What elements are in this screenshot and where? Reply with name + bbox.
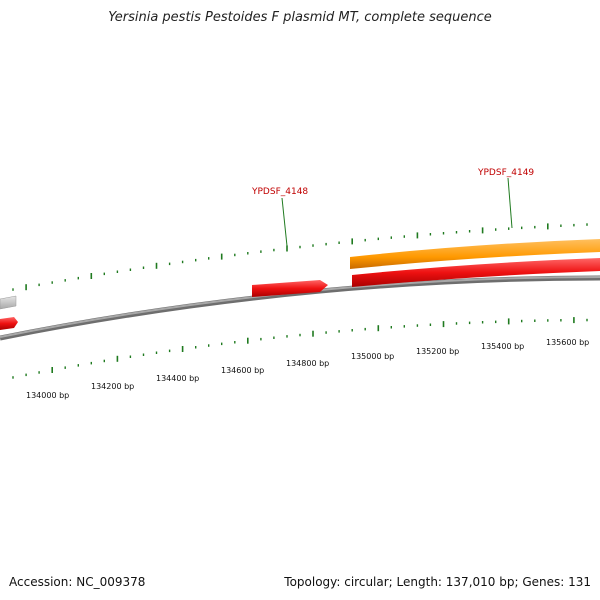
gene-partial-red [0, 317, 18, 330]
accession-text: Accession: NC_009378 [9, 575, 146, 589]
map-title: Yersinia pestis Pestoides F plasmid MT, … [108, 10, 492, 25]
gene-red-right [352, 258, 600, 287]
outer-tick-arc [12, 223, 588, 291]
bp-label-135400: 135400 bp [481, 342, 524, 351]
gene-label-ypdsf-4148[interactable]: YPDSF_4148 [251, 187, 308, 197]
bp-label-134400: 134400 bp [156, 374, 199, 383]
gene-label-ypdsf-4149[interactable]: YPDSF_4149 [477, 168, 534, 178]
bp-label-135600: 135600 bp [546, 338, 589, 347]
gene-ypdsf-4148[interactable] [252, 280, 328, 297]
topology-summary: Topology: circular; Length: 137,010 bp; … [284, 575, 591, 589]
bp-label-134800: 134800 bp [286, 359, 329, 368]
gene-ypdsf-4149[interactable] [350, 239, 600, 269]
bp-label-134600: 134600 bp [221, 366, 264, 375]
inner-tick-arc [12, 317, 588, 379]
bp-label-135200: 135200 bp [416, 347, 459, 356]
bp-label-134200: 134200 bp [91, 382, 134, 391]
bp-label-135000: 135000 bp [351, 352, 394, 361]
leader-line-4149 [507, 177, 513, 229]
leader-line-4148 [281, 197, 288, 247]
gene-partial-gray [0, 295, 17, 310]
bp-label-134000: 134000 bp [26, 391, 69, 400]
